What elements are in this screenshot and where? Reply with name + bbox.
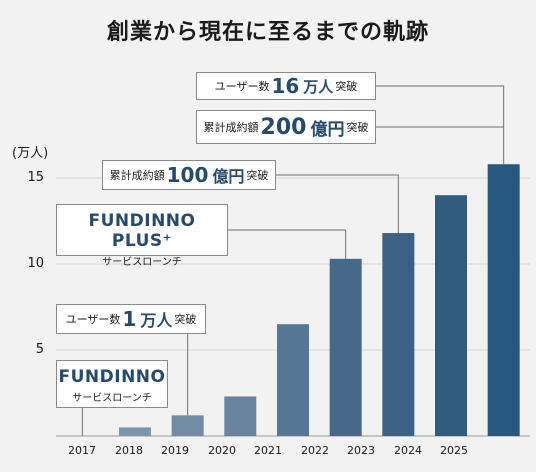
callout-prefix: 累計成約額 [203,121,259,134]
product-name: FUNDINNO [58,367,166,387]
x-tick-2023: 2023 [347,444,375,457]
y-tick-5: 5 [35,342,44,357]
callout-value: 200 [260,114,307,140]
callout-prefix: 累計成約額 [109,169,165,182]
bar-2023 [382,233,415,436]
callout-funds-100: 累計成約額 100 億円 突破 [102,160,276,190]
bar-2022 [329,258,362,436]
x-tick-2017: 2017 [68,444,96,457]
y-tick-10: 10 [27,256,44,271]
bar-2024 [435,195,467,436]
callout-suffix: 突破 [335,80,358,93]
leader-fundinno-plus [228,229,347,259]
product-name: FUNDINNO PLUS⁺ [88,211,196,251]
x-tick-2024: 2024 [394,444,422,457]
callout-fundinno: FUNDINNO サービスローンチ [56,360,168,408]
x-tick-2021: 2021 [254,444,282,457]
chart-title: 創業から現在に至るまでの軌跡 [106,20,429,45]
callout-unit: 億円 [310,119,345,140]
x-tick-2025: 2025 [440,444,468,457]
bar-2025 [487,164,520,437]
callout-suffix: 突破 [346,121,369,134]
bar-2021 [277,324,309,436]
callout-prefix: ユーザー数 [214,80,270,93]
leader-users-160k [376,85,505,165]
product-sub: サービスローンチ [102,257,182,268]
callout-value: 1 [122,307,137,331]
callout-users-10k: ユーザー数 1 万人 突破 [56,304,206,334]
callout-fundinno-plus: FUNDINNO PLUS⁺ サービスローンチ [56,204,228,268]
callout-value: 100 [166,163,209,187]
product-sub: サービスローンチ [72,393,152,404]
leader-lines [81,85,505,436]
bars [119,164,520,437]
bar-2018 [119,427,151,436]
callout-funds-200: 累計成約額 200 億円 突破 [196,110,376,144]
callout-unit: 万人 [140,311,173,330]
x-tick-2020: 2020 [208,444,236,457]
bar-2019 [171,415,204,436]
x-tick-2018: 2018 [115,444,143,457]
callout-value: 16 [271,74,300,98]
leader-funds-100 [276,174,399,234]
callout-unit: 万人 [303,77,334,96]
callout-suffix: 突破 [246,169,269,182]
callout-users-160k: ユーザー数 16 万人 突破 [196,72,376,100]
callout-unit: 億円 [212,167,245,186]
y-tick-15: 15 [27,170,44,185]
callout-suffix: 突破 [174,313,197,326]
bar-2020 [224,396,257,436]
x-tick-2022: 2022 [301,444,329,457]
y-axis-unit: (万人) [12,146,49,161]
callout-prefix: ユーザー数 [65,313,121,326]
x-tick-2019: 2019 [161,444,189,457]
